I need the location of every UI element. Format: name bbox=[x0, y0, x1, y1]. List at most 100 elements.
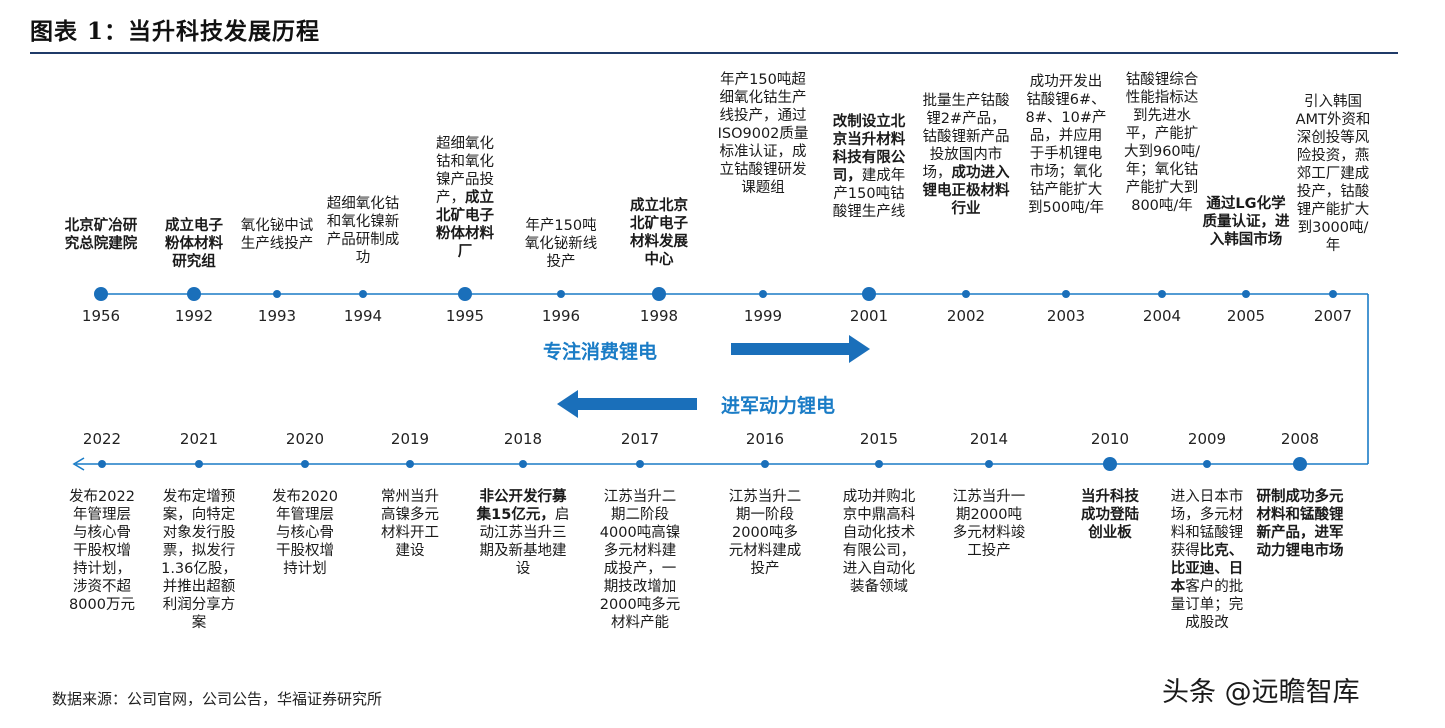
timeline-dot bbox=[1203, 460, 1211, 468]
event-text: 发布定增预案，向特定对象发行股票，拟发行1.36亿股，并推出超额利润分享方案 bbox=[161, 489, 237, 631]
timeline-dot bbox=[862, 287, 876, 301]
year-label: 1996 bbox=[541, 307, 581, 325]
timeline-dot bbox=[94, 287, 108, 301]
event-text: 客户的批量订单；完成股改 bbox=[1170, 579, 1244, 631]
timeline-dot bbox=[195, 460, 203, 468]
event-description: 江苏当升二期二阶段4000吨高镍多元材料建成投产，一期技改增加2000吨多元材料… bbox=[597, 488, 683, 632]
timeline-dot bbox=[359, 290, 367, 298]
year-label: 1995 bbox=[445, 307, 485, 325]
power-battery-label: 进军动力锂电 bbox=[721, 395, 836, 417]
title-rule bbox=[30, 52, 1398, 54]
event-description: 钴酸锂综合性能指标达到先进水平，产能扩大到960吨/年；氧化钴产能扩大到800吨… bbox=[1121, 71, 1203, 215]
timeline-dot bbox=[636, 460, 644, 468]
year-label: 2008 bbox=[1280, 430, 1320, 448]
event-description: 通过LG化学质量认证，进入韩国市场 bbox=[1201, 195, 1291, 249]
timeline-dot bbox=[1242, 290, 1250, 298]
year-label: 2021 bbox=[179, 430, 219, 448]
event-text: 发布2020年管理层与核心骨干股权增持计划 bbox=[272, 489, 338, 577]
event-description: 超细氧化钴和氧化镍新产品研制成功 bbox=[321, 195, 405, 267]
event-description: 批量生产钴酸锂2#产品，钴酸锂新产品投放国内市场，成功进入锂电正极材料行业 bbox=[922, 92, 1010, 218]
event-text: 成功并购北京中鼎高科自动化技术有限公司，进入自动化装备领域 bbox=[842, 489, 916, 595]
event-description: 超细氧化钴和氧化镍产品投产，成立北矿电子粉体材料厂 bbox=[429, 135, 501, 261]
timeline-arrowhead-icon bbox=[72, 457, 85, 471]
consumer-battery-label: 专注消费锂电 bbox=[543, 341, 658, 363]
event-description: 江苏当升二期一阶段2000吨多元材料建成投产 bbox=[727, 488, 803, 578]
year-label: 2010 bbox=[1090, 430, 1130, 448]
event-text: 超细氧化钴和氧化镍新产品研制成功 bbox=[326, 196, 400, 266]
event-text: 超细氧化钴和氧化镍产品投产， bbox=[436, 136, 494, 206]
event-text-bold: 成立电子粉体材料研究组 bbox=[165, 218, 223, 270]
event-description: 引入韩国AMT外资和深创投等风险投资，燕郊工厂建成投产，钴酸锂产能扩大到3000… bbox=[1291, 93, 1375, 255]
year-label: 2007 bbox=[1313, 307, 1353, 325]
timeline-dot bbox=[1062, 290, 1070, 298]
event-description: 成功开发出钴酸锂6#、8#、10#产品，并应用于手机锂电市场；氧化钴产能扩大到5… bbox=[1025, 73, 1107, 217]
event-description: 改制设立北京当升材料科技有限公司，建成年产150吨钴酸锂生产线 bbox=[829, 113, 909, 221]
timeline-dot bbox=[98, 460, 106, 468]
event-description: 成立北京北矿电子材料发展中心 bbox=[623, 197, 695, 269]
arrow-left-icon bbox=[557, 390, 697, 418]
year-label: 2002 bbox=[946, 307, 986, 325]
event-description: 年产150吨氧化铋新线投产 bbox=[520, 217, 602, 271]
year-label: 2017 bbox=[620, 430, 660, 448]
year-label: 2009 bbox=[1187, 430, 1227, 448]
event-text-bold: 比克、比亚迪、日本 bbox=[1170, 543, 1244, 595]
year-label: 2016 bbox=[745, 430, 785, 448]
timeline-dot bbox=[458, 287, 472, 301]
event-description: 研制成功多元材料和锰酸锂新产品，进军动力锂电市场 bbox=[1252, 488, 1348, 560]
timeline-dot bbox=[1158, 290, 1166, 298]
year-label: 2005 bbox=[1226, 307, 1266, 325]
event-text-bold: 成立北矿电子粉体材料厂 bbox=[436, 190, 494, 260]
event-text: 氧化铋中试生产线投产 bbox=[240, 218, 314, 252]
source-note: 数据来源：公司官网，公司公告，华福证券研究所 bbox=[52, 690, 383, 708]
year-label: 2003 bbox=[1046, 307, 1086, 325]
year-label: 2022 bbox=[82, 430, 122, 448]
year-label: 2014 bbox=[969, 430, 1009, 448]
event-text: 建成年产150吨钴酸锂生产线 bbox=[832, 168, 906, 220]
event-text-bold: 改制设立北京当升材料科技有限公司， bbox=[832, 114, 906, 184]
year-label: 1998 bbox=[639, 307, 679, 325]
event-text: 成功开发出钴酸锂6#、8#、10#产品，并应用于手机锂电市场；氧化钴产能扩大到5… bbox=[1025, 74, 1107, 216]
event-description: 发布2022年管理层与核心骨干股权增持计划，涉资不超8000万元 bbox=[66, 488, 138, 614]
timeline-dot bbox=[985, 460, 993, 468]
year-label: 2001 bbox=[849, 307, 889, 325]
timeline-dot bbox=[875, 460, 883, 468]
year-label: 2015 bbox=[859, 430, 899, 448]
event-description: 年产150吨超细氧化钴生产线投产，通过ISO9002质量标准认证，成立钴酸锂研发… bbox=[713, 71, 813, 197]
event-description: 非公开发行募集15亿元，启动江苏当升三期及新基地建设 bbox=[475, 488, 571, 578]
event-text: 年产150吨氧化铋新线投产 bbox=[524, 218, 598, 270]
timeline-dot bbox=[759, 290, 767, 298]
event-text-bold: 北京矿冶研究总院建院 bbox=[64, 218, 138, 252]
event-description: 氧化铋中试生产线投产 bbox=[235, 217, 319, 253]
year-label: 1994 bbox=[343, 307, 383, 325]
year-label: 1956 bbox=[81, 307, 121, 325]
event-text: 江苏当升二期二阶段4000吨高镍多元材料建成投产，一期技改增加2000吨多元材料… bbox=[599, 489, 681, 631]
timeline-dot bbox=[519, 460, 527, 468]
event-text-bold: 通过LG化学质量认证，进入韩国市场 bbox=[1202, 196, 1290, 248]
timeline-dot bbox=[1329, 290, 1337, 298]
event-text: 启动江苏当升三期及新基地建设 bbox=[479, 507, 570, 577]
timeline-dot bbox=[962, 290, 970, 298]
event-description: 北京矿冶研究总院建院 bbox=[61, 217, 141, 253]
year-label: 1993 bbox=[257, 307, 297, 325]
event-description: 江苏当升一期2000吨多元材料竣工投产 bbox=[951, 488, 1027, 560]
event-text: 引入韩国AMT外资和深创投等风险投资，燕郊工厂建成投产，钴酸锂产能扩大到3000… bbox=[1295, 94, 1371, 254]
timeline-dot bbox=[557, 290, 565, 298]
event-text-bold: 非公开发行募集15亿元， bbox=[476, 489, 567, 523]
timeline-dot bbox=[187, 287, 201, 301]
event-text-bold: 成功进入锂电正极材料行业 bbox=[922, 165, 1010, 217]
year-label: 2019 bbox=[390, 430, 430, 448]
year-label: 2018 bbox=[503, 430, 543, 448]
year-label: 2004 bbox=[1142, 307, 1182, 325]
timeline-dot bbox=[273, 290, 281, 298]
timeline-dot bbox=[1293, 457, 1307, 471]
timeline-dot bbox=[761, 460, 769, 468]
timeline-dot bbox=[406, 460, 414, 468]
event-text: 江苏当升一期2000吨多元材料竣工投产 bbox=[952, 489, 1026, 559]
event-description: 进入日本市场，多元材料和锰酸锂获得比克、比亚迪、日本客户的批量订单；完成股改 bbox=[1167, 488, 1247, 632]
event-text-bold: 成立北京北矿电子材料发展中心 bbox=[630, 198, 688, 268]
event-text: 发布2022年管理层与核心骨干股权增持计划，涉资不超8000万元 bbox=[69, 489, 135, 613]
event-text: 年产150吨超细氧化钴生产线投产，通过ISO9002质量标准认证，成立钴酸锂研发… bbox=[717, 72, 809, 196]
event-text: 批量生产钴酸锂2#产品，钴酸锂新产品投放国内市场， bbox=[922, 93, 1010, 181]
watermark: 头条 @远瞻智库 bbox=[1162, 677, 1360, 708]
